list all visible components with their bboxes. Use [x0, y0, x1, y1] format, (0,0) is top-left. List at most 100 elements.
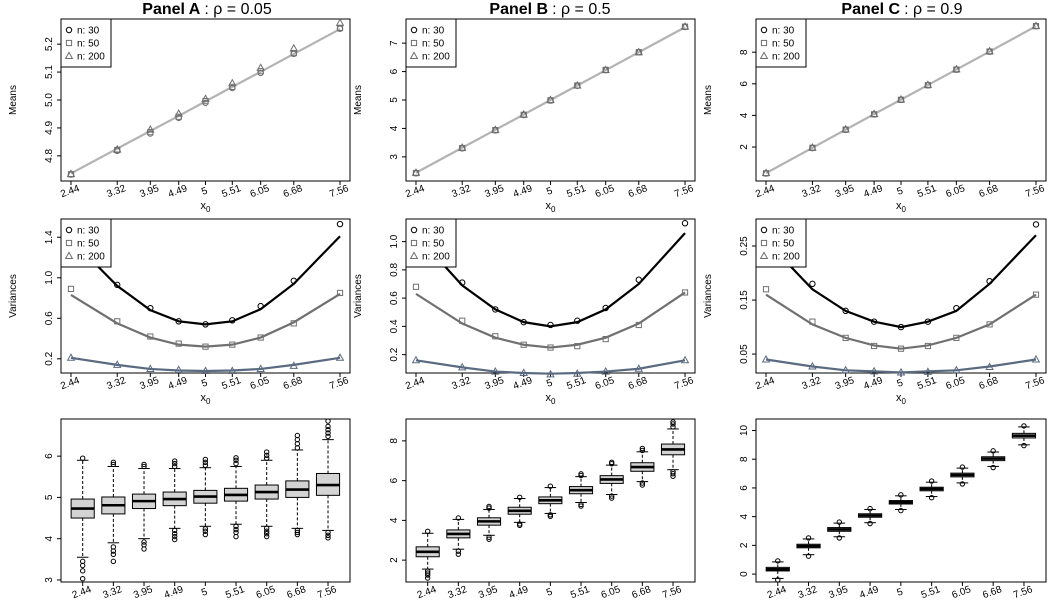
x-tick-label: 7.56	[661, 584, 683, 600]
data-point	[290, 277, 297, 285]
box-2.44	[415, 528, 440, 581]
data-point	[520, 341, 527, 348]
outlier	[141, 461, 147, 468]
data-point	[229, 83, 236, 90]
outlier	[775, 558, 781, 564]
data-point	[924, 318, 932, 325]
legend-label: n: 200	[772, 252, 800, 263]
outlier	[578, 471, 584, 477]
box-7.56	[315, 418, 341, 541]
data-point	[457, 362, 467, 371]
panel-c-variances: 2.44 3.32 3.95 4.49 5 5.51 6.05 6.68 7.56 0.05 0.1…	[703, 218, 1047, 406]
box-6.68	[981, 448, 1006, 471]
legend-marker	[759, 251, 769, 259]
x-tick-label: 4.49	[167, 183, 189, 200]
legend-marker	[760, 239, 768, 247]
panel-a-variances: 2.44 3.32 3.95 4.49 5 5.51 6.05 6.68 7.56 0.2 0.6 1…	[8, 218, 351, 406]
x-tick-label: 5	[545, 185, 554, 197]
outlier	[455, 548, 462, 554]
data-point	[174, 365, 183, 373]
y-axis-label: Variances	[353, 274, 364, 318]
data-point	[336, 289, 344, 297]
variance-curve-30	[70, 235, 341, 326]
outlier	[639, 447, 646, 454]
y-tick-label: 2	[739, 144, 750, 150]
outlier	[547, 483, 554, 489]
data-point	[680, 355, 690, 364]
x-tick-label: 3.95	[477, 584, 499, 600]
data-point	[228, 78, 237, 87]
x-tick-label: 5	[545, 586, 554, 598]
legend-label: n: 50	[422, 239, 445, 250]
y-tick-label: 0.2	[389, 347, 400, 361]
data-point	[1031, 21, 1041, 29]
data-point	[869, 366, 879, 375]
outlier	[639, 480, 646, 486]
data-point	[459, 317, 466, 324]
data-point	[1031, 354, 1041, 363]
legend: n: 30 n: 50 n: 200	[405, 18, 457, 68]
box-3.95	[131, 461, 157, 552]
data-point	[1032, 291, 1040, 298]
x-tick-label: 5	[200, 586, 209, 598]
panel-b-means: 2.44 3.32 3.95 4.49 5 5.51 6.05 6.68 7.56 3 4 5 6 7 Me…	[353, 18, 696, 214]
y-tick-label: 5	[389, 97, 400, 103]
y-tick-label: 4	[739, 112, 750, 118]
x-axis-label: x0	[546, 200, 557, 214]
variance-curve-30	[765, 234, 1037, 329]
variance-curve-200	[415, 359, 686, 375]
panel-b-variances: 2.44 3.32 3.95 4.49 5 5.51 6.05 6.68 7.56 0.2 0.4 0…	[353, 218, 696, 406]
x-tick-label: 5.51	[916, 183, 938, 200]
legend-label: n: 30	[422, 226, 445, 237]
data-point	[809, 280, 816, 288]
y-tick-label: 1.4	[44, 230, 55, 244]
data-point	[257, 68, 264, 75]
box-3.95	[827, 519, 852, 541]
panel-c-means: 2.44 3.32 3.95 4.49 5 5.51 6.05 6.68 7.56 2 4 6 8 Mea…	[703, 18, 1047, 214]
data-point	[574, 317, 581, 324]
x-tick-label: 5.51	[220, 375, 242, 392]
y-tick-label: 4	[389, 517, 400, 523]
data-point	[547, 344, 554, 351]
box-3.32	[796, 535, 821, 559]
variance-curve-200	[70, 356, 341, 373]
data-point	[175, 318, 182, 325]
box-7.56	[660, 419, 686, 479]
y-tick-label: 6	[739, 81, 750, 87]
legend-marker	[410, 26, 418, 34]
outlier	[79, 562, 86, 569]
outlier	[578, 472, 584, 479]
outlier	[670, 473, 676, 479]
y-tick-label: 5	[44, 494, 55, 500]
data-point	[146, 364, 155, 372]
x-tick-label: 3.95	[483, 375, 505, 392]
data-point	[256, 63, 265, 71]
data-point	[290, 320, 297, 327]
y-tick-label: 0.6	[44, 311, 55, 325]
outlier	[141, 546, 147, 552]
outlier	[898, 507, 904, 514]
outlier	[325, 433, 331, 440]
x-tick-label: 5.51	[565, 375, 587, 392]
x-tick-label: 5.51	[920, 584, 942, 600]
data-point	[1032, 221, 1040, 228]
y-axis-label: Means	[8, 85, 19, 115]
data-point	[289, 43, 299, 52]
legend-label: n: 30	[772, 226, 795, 237]
x-tick-label: 7.56	[1024, 183, 1046, 200]
y-axis-label: Means	[353, 85, 364, 115]
outlier	[325, 418, 331, 424]
x-tick-label: 6.05	[600, 584, 622, 600]
panel-a-title: Panel A: ρ = 0.05	[142, 1, 272, 18]
outlier	[639, 482, 646, 488]
y-tick-label: 6	[389, 477, 400, 483]
data-point	[520, 318, 527, 326]
outlier	[202, 531, 209, 538]
x-tick-label: 5	[200, 185, 209, 197]
legend-label: n: 200	[77, 252, 105, 263]
legend-marker	[65, 39, 73, 47]
variance-curve-50	[765, 293, 1037, 350]
y-tick-label: 0.8	[389, 262, 400, 276]
data-point	[336, 220, 344, 228]
data-point	[457, 143, 467, 151]
